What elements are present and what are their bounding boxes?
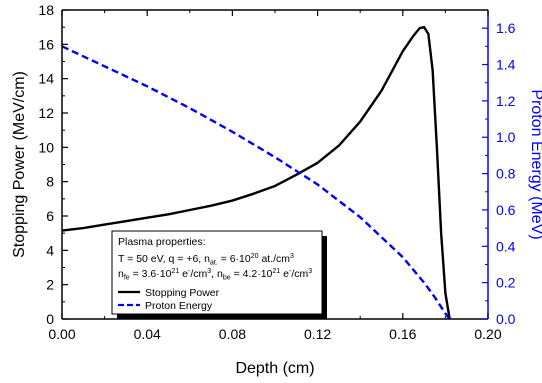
y2-tick-label: 0.8	[496, 166, 516, 182]
y-tick-label: 10	[38, 139, 54, 155]
y-tick-label: 14	[38, 71, 54, 87]
y-tick-label: 16	[38, 36, 54, 52]
y-tick-label: 18	[38, 2, 54, 18]
x-tick-label: 0.08	[219, 326, 246, 342]
legend-line-2: nfe = 3.6·1021 e-/cm3, nbe = 4.2·1021 e-…	[118, 268, 312, 282]
x-axis-title: Depth (cm)	[235, 360, 314, 377]
x-tick-label: 0.00	[48, 326, 75, 342]
y2-tick-label: 1.2	[496, 93, 516, 109]
x-tick-label: 0.16	[389, 326, 416, 342]
legend-label-proton-energy: Proton Energy	[145, 300, 213, 312]
legend-header: Plasma properties:	[118, 236, 206, 248]
y-tick-label: 6	[46, 208, 54, 224]
y2-tick-label: 1.6	[496, 20, 516, 36]
y-axis-title: Stopping Power (MeV/cm)	[11, 71, 28, 258]
legend: Plasma properties: T = 50 eV, q = +6, na…	[111, 230, 327, 319]
series-line-stopping-power	[61, 25, 451, 320]
y2-tick-label: 0.4	[496, 238, 516, 254]
series-line-proton-energy	[61, 45, 451, 320]
y2-tick-label: 0.0	[496, 311, 516, 327]
legend-box	[111, 230, 323, 315]
y-tick-label: 8	[46, 174, 54, 190]
y2-tick-label: 1.0	[496, 129, 516, 145]
y2-tick-label: 1.4	[496, 57, 516, 73]
y-tick-label: 0	[46, 311, 54, 327]
y2-axis-title: Proton Energy (MeV)	[528, 89, 542, 239]
y-tick-label: 4	[46, 242, 54, 258]
legend-line-1: T = 50 eV, q = +6, nat. = 6·1020 at./cm3	[118, 253, 294, 267]
legend-label-stopping-power: Stopping Power	[145, 287, 220, 299]
x-tick-label: 0.20	[474, 326, 501, 342]
x-tick-label: 0.12	[304, 326, 331, 342]
y-tick-label: 2	[46, 277, 54, 293]
y-tick-label: 12	[38, 105, 54, 121]
y2-tick-label: 0.6	[496, 202, 516, 218]
x-tick-label: 0.04	[134, 326, 161, 342]
y2-tick-label: 0.2	[496, 275, 516, 291]
